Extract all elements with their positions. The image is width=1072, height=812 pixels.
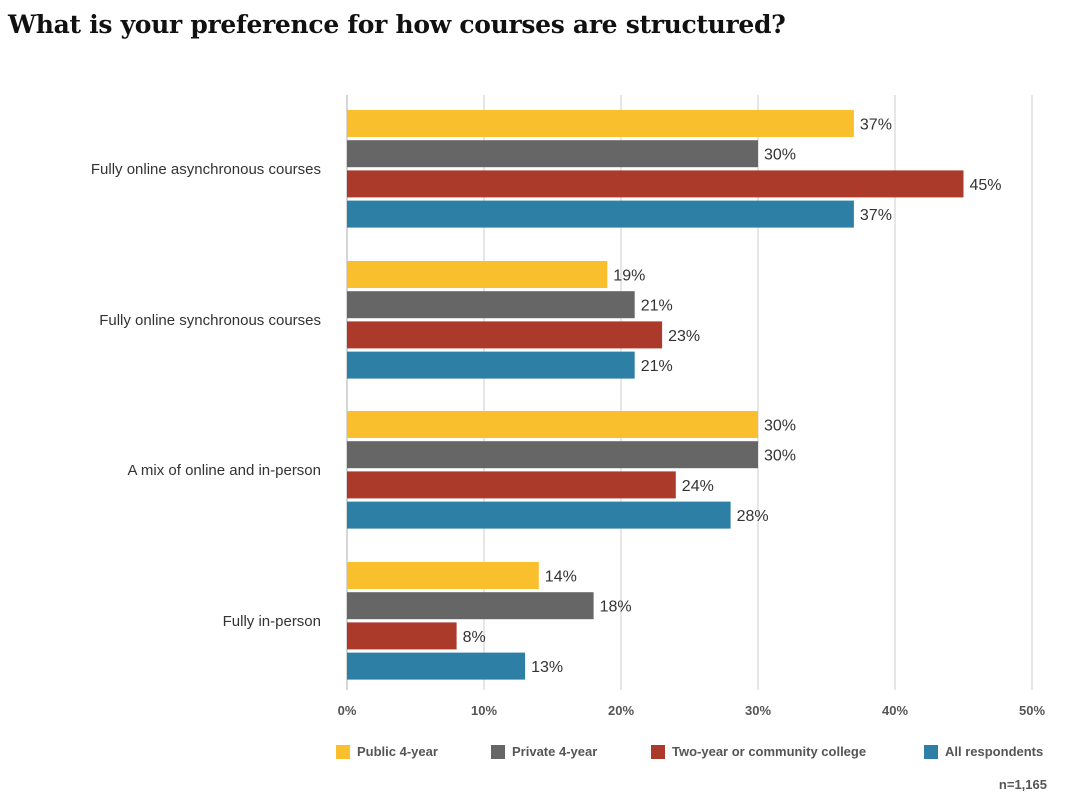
bar bbox=[347, 622, 457, 650]
legend-item: Public 4-year bbox=[336, 744, 438, 759]
x-tick-label: 30% bbox=[745, 703, 771, 718]
legend-item: Two-year or community college bbox=[651, 744, 866, 759]
legend-label: Private 4-year bbox=[512, 744, 598, 759]
chart-title: What is your preference for how courses … bbox=[8, 10, 786, 39]
category-label: Fully online asynchronous courses bbox=[91, 161, 321, 178]
bar bbox=[347, 501, 731, 529]
x-tick-label: 20% bbox=[608, 703, 634, 718]
x-tick-label: 10% bbox=[471, 703, 497, 718]
bar-value-label: 13% bbox=[531, 659, 563, 676]
bar bbox=[347, 562, 539, 589]
x-tick-label: 50% bbox=[1019, 703, 1045, 718]
bar bbox=[347, 411, 758, 438]
legend-swatch bbox=[491, 744, 505, 759]
bar bbox=[347, 441, 758, 469]
category-label: Fully in-person bbox=[223, 613, 321, 630]
bar bbox=[347, 110, 854, 137]
bar-value-label: 28% bbox=[737, 508, 769, 525]
x-axis-ticks: 0% 10% 20% 30% 40% 50% bbox=[338, 703, 1046, 718]
category-label: A mix of online and in-person bbox=[128, 462, 321, 479]
legend-label: All respondents bbox=[945, 744, 1044, 759]
bar bbox=[347, 200, 854, 228]
bar-value-label: 30% bbox=[764, 147, 796, 164]
bar bbox=[347, 652, 526, 680]
bar-value-label: 30% bbox=[764, 448, 796, 465]
legend-swatch bbox=[336, 744, 350, 759]
bar bbox=[347, 261, 608, 288]
bar-value-label: 8% bbox=[463, 629, 486, 646]
legend-label: Public 4-year bbox=[357, 744, 438, 759]
bar-value-label: 19% bbox=[613, 268, 645, 285]
bar bbox=[347, 351, 635, 379]
bar bbox=[347, 471, 676, 499]
bar-chart: 37% 30% 45% 37% 19% 21% 23% 21% 30% 30% 24% 28% 14% 1… bbox=[91, 95, 1046, 718]
category-label: Fully online synchronous courses bbox=[99, 312, 321, 329]
legend-swatch bbox=[924, 744, 938, 759]
x-tick-label: 40% bbox=[882, 703, 908, 718]
data-labels: 37% 30% 45% 37% 19% 21% 23% 21% 30% 30% 24% 28% 14% 1… bbox=[463, 117, 1002, 677]
bar bbox=[347, 140, 758, 168]
bar-value-label: 14% bbox=[545, 569, 577, 586]
bar-value-label: 21% bbox=[641, 298, 673, 315]
bar-value-label: 37% bbox=[860, 207, 892, 224]
bar-value-label: 23% bbox=[668, 328, 700, 345]
x-tick-label: 0% bbox=[338, 703, 357, 718]
legend: Public 4-year Private 4-year Two-year or c… bbox=[0, 744, 1072, 764]
bar-value-label: 21% bbox=[641, 358, 673, 375]
bar bbox=[347, 321, 663, 349]
bar-value-label: 24% bbox=[682, 478, 714, 495]
sample-size-note: n=1,165 bbox=[998, 777, 1047, 792]
bar-value-label: 37% bbox=[860, 117, 892, 134]
bar bbox=[347, 592, 594, 620]
bar-value-label: 45% bbox=[970, 177, 1002, 194]
bar bbox=[347, 170, 964, 198]
bar-value-label: 18% bbox=[600, 599, 632, 616]
legend-item: Private 4-year bbox=[491, 744, 597, 759]
category-labels: Fully online asynchronous courses Fully o… bbox=[91, 161, 321, 630]
bars bbox=[347, 110, 964, 680]
legend-swatch bbox=[651, 744, 665, 759]
legend-label: Two-year or community college bbox=[672, 744, 867, 759]
bar-value-label: 30% bbox=[764, 418, 796, 435]
bar bbox=[347, 291, 635, 319]
legend-item: All respondents bbox=[924, 744, 1043, 759]
